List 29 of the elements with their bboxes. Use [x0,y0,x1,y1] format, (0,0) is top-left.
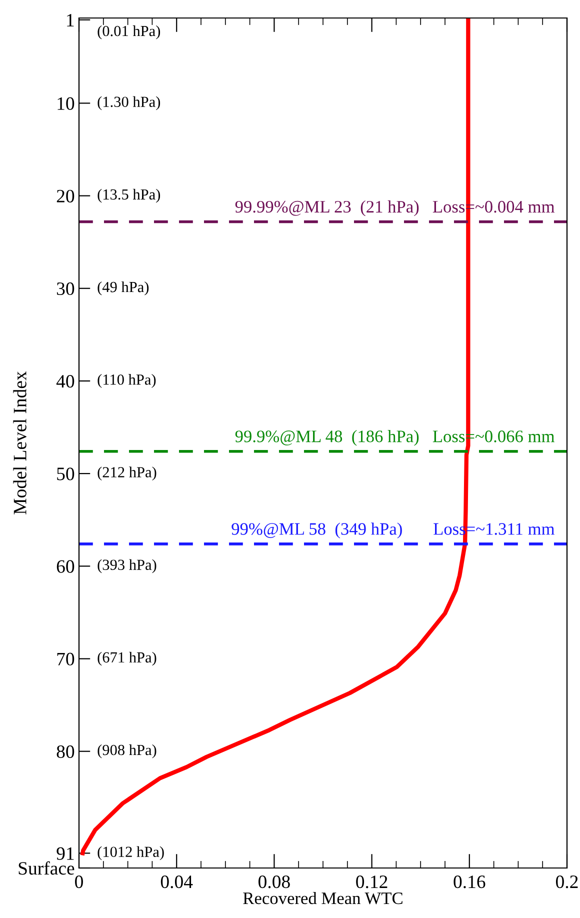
y-tick-label: 30 [56,282,74,296]
annotation: (908 hPa) [98,744,156,758]
x-tick-label: 0.16 [454,875,486,888]
y-tick-label: 80 [56,745,74,758]
annotation: (393 hPa) [98,559,156,574]
annotation: (212 hPa) [98,466,156,480]
y-axis-title: Model Level Index [13,371,26,514]
x-tick-label: 0.2 [556,875,578,888]
y-tick-label: 50 [57,468,74,480]
y-tick-label: 70 [57,652,74,666]
x-tick-label: 0.12 [356,875,388,888]
annotation: (671 hPa) [98,652,156,666]
x-tick-label: 0.08 [258,875,290,888]
y-tick-label: 20 [56,190,74,202]
y-tick-label: 1 [67,14,74,26]
annotation: (0.01 hPa) [98,25,160,40]
annotation: (1012 hPa) [98,846,164,860]
y-tick-label: Surface [18,861,74,875]
y-tick-label: 10 [58,97,74,110]
annotation: (110 hPa) [98,374,156,388]
annotation: (1.30 hPa) [98,96,160,110]
x-tick-label: 0 [75,875,83,888]
y-tick-label: 60 [56,560,74,573]
annotation: (13.5 hPa) [98,188,160,203]
y-tick-label: 40 [56,375,74,388]
x-axis-title: Recovered Mean WTC [243,892,402,904]
y-tick-label: 91 [56,847,74,860]
x-tick-label: 0.04 [160,875,193,888]
annotation: (49 hPa) [98,281,149,296]
